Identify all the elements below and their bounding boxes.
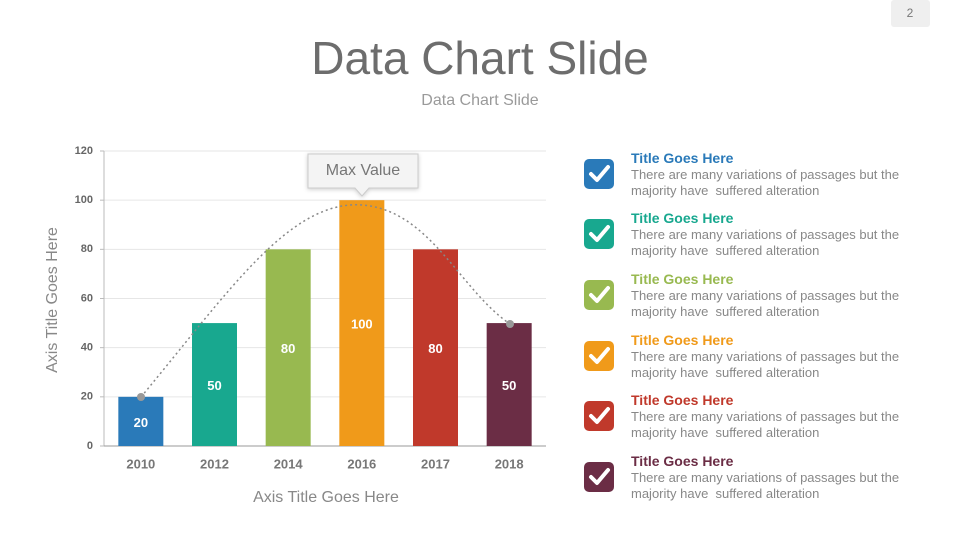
bar-value-label: 20 bbox=[134, 415, 148, 430]
item-title: Title Goes Here bbox=[631, 392, 734, 408]
check-icon bbox=[584, 219, 614, 249]
y-axis-title: Axis Title Goes Here bbox=[44, 227, 61, 373]
bar bbox=[265, 249, 311, 446]
list-item: Title Goes Here There are many variations… bbox=[631, 453, 921, 502]
y-tick-label: 100 bbox=[75, 194, 93, 206]
list-item: Title Goes Here There are many variations… bbox=[631, 210, 921, 259]
check-mark bbox=[589, 468, 610, 485]
item-text: There are many variations of passages bu… bbox=[631, 227, 903, 258]
callout-label: Max Value bbox=[326, 162, 401, 179]
bar bbox=[486, 323, 532, 446]
item-title: Title Goes Here bbox=[631, 332, 734, 348]
check-icon bbox=[584, 159, 614, 189]
callout-box bbox=[307, 153, 419, 197]
x-tick-label: 2012 bbox=[200, 456, 229, 471]
check-icon bbox=[584, 401, 614, 431]
y-tick-label: 120 bbox=[75, 145, 93, 157]
trend-dot bbox=[137, 393, 145, 401]
check-mark bbox=[589, 225, 610, 242]
y-tick-label: 0 bbox=[87, 440, 93, 452]
bar bbox=[413, 249, 458, 446]
item-title: Title Goes Here bbox=[631, 210, 734, 226]
list-item: Title Goes Here There are many variations… bbox=[631, 271, 921, 320]
y-tick-label: 80 bbox=[81, 243, 93, 255]
page-number-box bbox=[891, 0, 930, 27]
check-icon bbox=[584, 341, 614, 371]
check-icon bbox=[584, 462, 614, 492]
trend-dot bbox=[506, 320, 514, 328]
x-axis-title: Axis Title Goes Here bbox=[253, 489, 399, 506]
item-text: There are many variations of passages bu… bbox=[631, 409, 903, 440]
check-mark bbox=[589, 407, 610, 424]
check-mark bbox=[589, 165, 610, 182]
x-tick-label: 2017 bbox=[421, 456, 450, 471]
bar-value-label: 80 bbox=[281, 341, 295, 356]
item-text: There are many variations of passages bu… bbox=[631, 349, 903, 380]
bar bbox=[192, 323, 237, 446]
x-tick-label: 2014 bbox=[274, 456, 304, 471]
page-number: 2 bbox=[907, 6, 914, 20]
check-mark bbox=[589, 286, 610, 303]
item-text: There are many variations of passages bu… bbox=[631, 167, 903, 198]
item-title: Title Goes Here bbox=[631, 271, 734, 287]
list-item: Title Goes Here There are many variations… bbox=[631, 392, 921, 441]
bar-value-label: 100 bbox=[351, 317, 373, 332]
bar-value-label: 50 bbox=[207, 378, 221, 393]
x-tick-label: 2010 bbox=[126, 456, 155, 471]
slide-subtitle: Data Chart Slide bbox=[421, 92, 538, 109]
list-item: Title Goes Here There are many variations… bbox=[631, 150, 921, 199]
y-tick-label: 60 bbox=[81, 292, 93, 304]
trend-curve bbox=[140, 204, 511, 398]
item-title: Title Goes Here bbox=[631, 150, 734, 166]
check-mark bbox=[589, 347, 610, 364]
x-tick-label: 2018 bbox=[495, 456, 524, 471]
y-tick-label: 20 bbox=[81, 391, 93, 403]
bar bbox=[118, 396, 164, 446]
item-title: Title Goes Here bbox=[631, 453, 734, 469]
check-icon bbox=[584, 280, 614, 310]
list-item: Title Goes Here There are many variations… bbox=[631, 332, 921, 381]
item-text: There are many variations of passages bu… bbox=[631, 288, 903, 319]
bar bbox=[339, 200, 385, 446]
x-tick-label: 2016 bbox=[347, 456, 376, 471]
bar-value-label: 80 bbox=[428, 341, 442, 356]
bar-value-label: 50 bbox=[502, 378, 516, 393]
y-tick-label: 40 bbox=[81, 342, 93, 354]
item-text: There are many variations of passages bu… bbox=[631, 470, 903, 501]
slide-title: Data Chart Slide bbox=[311, 32, 649, 84]
